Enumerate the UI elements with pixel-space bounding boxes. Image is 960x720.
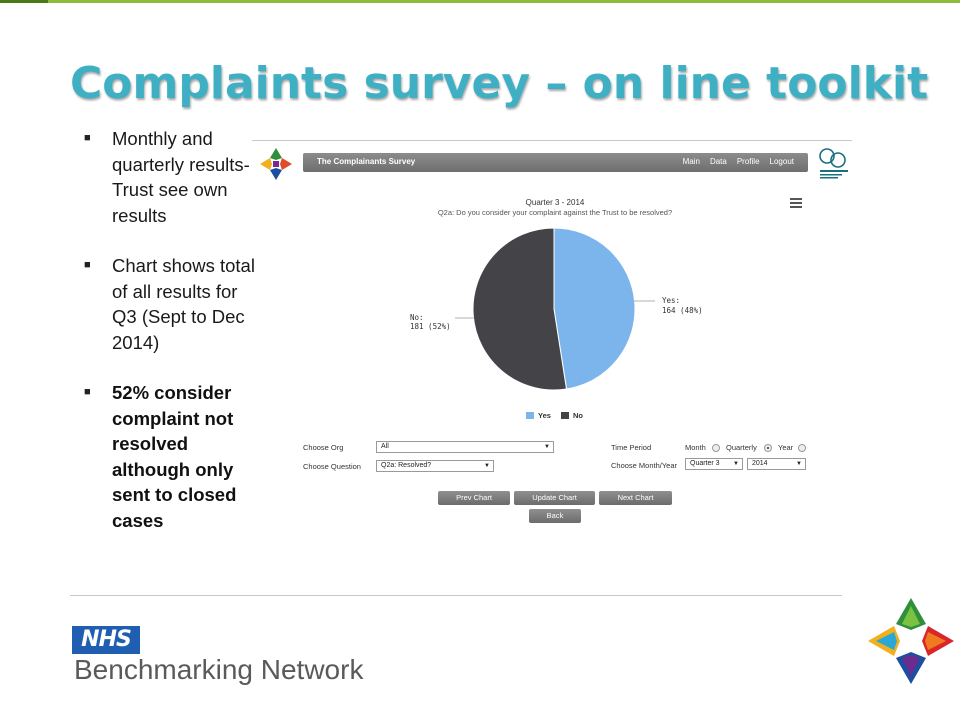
legend-label-no: No [572,411,583,420]
period-year-radio[interactable] [798,444,806,452]
year-value: 2014 [752,460,768,467]
dropdown-arrow-icon: ▼ [733,461,739,467]
update-chart-button[interactable]: Update Chart [514,491,595,505]
chart-menu-icon[interactable] [790,198,802,208]
choose-org-value: All [381,443,389,450]
pie-slice-yes[interactable] [553,227,636,390]
yes-label-value: 164 (48%) [662,306,703,315]
dropdown-arrow-icon: ▼ [796,461,802,467]
choose-question-label: Choose Question [303,462,361,471]
slide-title: Complaints survey – on line toolkit [70,58,929,109]
bullet-item: ■ Monthly and quarterly results- Trust s… [84,126,256,228]
yes-label-name: Yes: [662,296,680,305]
dropdown-arrow-icon: ▼ [484,463,490,469]
nav-profile-link[interactable]: Profile [736,157,760,166]
chart-subtitle: Q2a: Do you consider your complaint agai… [437,208,673,217]
bullet-item: ■ Chart shows total of all results for Q… [84,253,256,355]
bullet-text: Monthly and quarterly results- Trust see… [112,128,250,226]
year-select[interactable]: 2014 ▼ [747,458,806,470]
legend-swatch-no [560,412,569,419]
period-quarterly-label: Quarterly [726,443,757,452]
chart-title: Quarter 3 - 2014 [525,198,585,207]
nav-logout-link[interactable]: Logout [769,157,794,166]
dropdown-arrow-icon: ▼ [544,444,550,450]
no-label-name: No: [410,313,424,322]
quarter-select[interactable]: Quarter 3 ▼ [685,458,743,470]
period-month-label: Month [685,443,706,452]
choose-question-value: Q2a: Resolved? [381,462,432,469]
legend-item-yes[interactable]: Yes [526,411,551,420]
period-year-label: Year [778,443,794,452]
back-button[interactable]: Back [529,509,581,523]
top-accent-line [0,0,960,3]
bullet-text: Chart shows total of all results for Q3 … [112,255,255,353]
choose-org-select[interactable]: All ▼ [376,441,554,453]
square-bullet-icon: ■ [84,386,91,398]
footer-divider [70,595,842,596]
no-label-value: 181 (52%) [410,322,451,331]
square-bullet-icon: ■ [84,132,91,144]
square-bullet-icon: ■ [84,259,91,271]
period-month-radio[interactable] [712,444,720,452]
period-quarterly-radio[interactable] [764,444,772,452]
prev-chart-button[interactable]: Prev Chart [438,491,510,505]
nhs-logo: NHS [72,626,140,654]
choose-org-label: Choose Org [303,443,344,452]
top-accent-line-dark [0,0,48,3]
nav-data-link[interactable]: Data [709,157,727,166]
app-navbar: The Complainants Survey Main Data Profil… [303,153,808,172]
legend-label-yes: Yes [538,411,551,420]
bullet-list: ■ Monthly and quarterly results- Trust s… [84,126,256,558]
app-title: The Complainants Survey [317,157,416,166]
screenshot-divider [252,140,852,141]
pie-slice-no[interactable] [472,227,568,391]
bullet-text: 52% consider complaint not resolved alth… [112,382,237,531]
benchmarking-network-text: Benchmarking Network [74,654,364,685]
pie-chart: No: 181 (52%) Yes: 164 (48%) [410,227,703,391]
chart-legend: Yes No [526,411,583,420]
time-period-label: Time Period [611,443,652,452]
choose-month-year-label: Choose Month/Year [611,461,678,470]
legend-item-no[interactable]: No [560,411,583,420]
app-nav: Main Data Profile Logout [683,157,794,166]
quarter-value: Quarter 3 [690,460,720,467]
patients-association-logo-icon [819,148,848,179]
benchmarking-network-logo-icon [868,598,954,684]
app-logo-icon [260,148,292,180]
nav-main-link[interactable]: Main [682,157,700,166]
legend-swatch-yes [526,412,534,419]
next-chart-button[interactable]: Next Chart [599,491,672,505]
bullet-item: ■ 52% consider complaint not resolved al… [84,380,256,533]
choose-question-select[interactable]: Q2a: Resolved? ▼ [376,460,494,472]
